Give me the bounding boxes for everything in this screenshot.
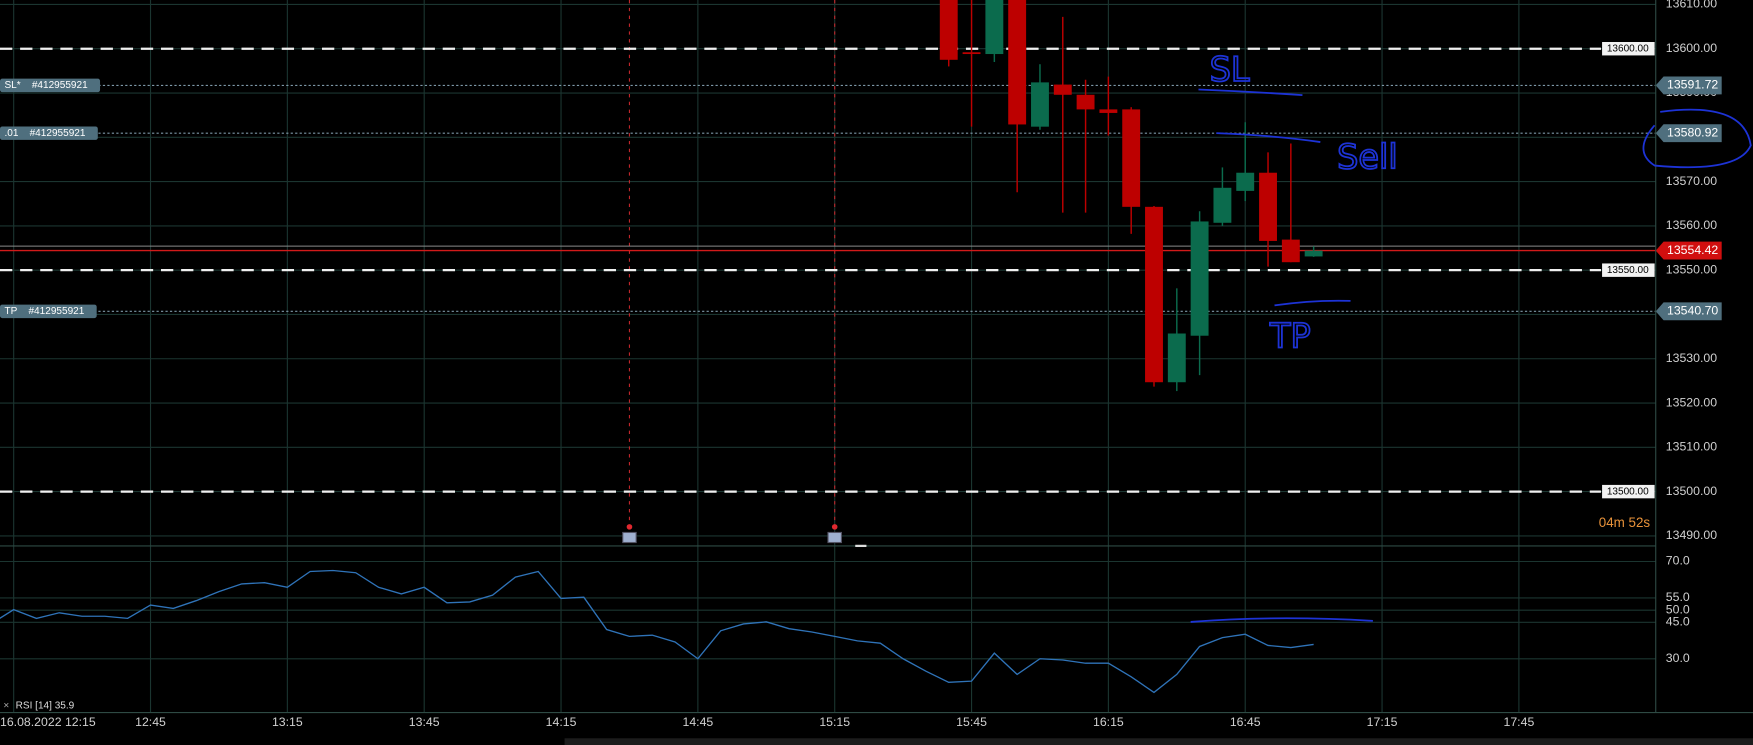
y-tick-label: 13610.00 — [1666, 0, 1717, 11]
x-tick-label: 13:45 — [409, 715, 440, 729]
x-tick-label: 17:45 — [1504, 715, 1535, 729]
level-tag-text: 13550.00 — [1607, 265, 1649, 276]
x-tick-label: 16:15 — [1093, 715, 1124, 729]
annotation-circle — [1642, 108, 1752, 169]
annotation-sell: Sell — [1337, 137, 1398, 176]
order-kind: SL* — [4, 80, 20, 91]
event-flag — [827, 531, 842, 544]
y-tick-label: 45.0 — [1666, 615, 1690, 629]
order-kind: TP — [4, 306, 17, 317]
annotation-stroke — [1216, 132, 1321, 143]
hand-annotations: SL Sell TP — [1190, 49, 1752, 623]
x-tick-label: 15:15 — [819, 715, 850, 729]
annotation-sl: SL — [1210, 50, 1250, 89]
annotation-stroke — [1274, 299, 1351, 307]
y-tick-label: 13530.00 — [1666, 351, 1717, 365]
rsi-panel — [0, 569, 1314, 694]
price-tag-text: 13580.92 — [1667, 125, 1718, 139]
current-price-tag — [1655, 241, 1722, 260]
candle-body — [962, 52, 981, 55]
order-tag — [0, 126, 98, 140]
y-tick-label: 13490.00 — [1666, 528, 1717, 542]
event-dot — [831, 524, 838, 530]
candle-body — [1053, 84, 1072, 95]
candle-body — [1167, 333, 1186, 383]
candle-body — [939, 0, 958, 60]
candle-body — [1031, 82, 1049, 127]
level-tag — [1602, 263, 1655, 277]
price-tag — [1655, 76, 1722, 95]
level-tag — [1602, 484, 1655, 499]
current-price-text: 13554.42 — [1667, 243, 1718, 257]
x-tick-label: 14:15 — [546, 715, 577, 729]
level-tag-text: 13500.00 — [1607, 486, 1649, 497]
candle-body — [1122, 109, 1141, 207]
price-tag-text: 13540.70 — [1667, 304, 1718, 318]
annotation-stroke — [1198, 88, 1303, 96]
x-tick-label: 15:45 — [956, 715, 987, 729]
candle-body — [1076, 94, 1095, 110]
candle-body — [1190, 221, 1209, 336]
annotation-stroke — [1190, 617, 1373, 623]
price-panel — [0, 0, 1656, 493]
annotation-tp: TP — [1269, 316, 1311, 355]
y-tick-label: 13600.00 — [1666, 41, 1717, 55]
order-id: #412955921 — [28, 306, 84, 317]
y-tick-label: 13500.00 — [1666, 484, 1717, 498]
x-tick-label: 16:45 — [1230, 715, 1261, 729]
y-tick-label: 70.0 — [1666, 554, 1690, 568]
indicator-close: × — [3, 701, 9, 712]
scrollbar[interactable] — [564, 738, 1753, 745]
y-tick-label: 13570.00 — [1666, 174, 1717, 188]
price-tag — [1655, 302, 1722, 321]
candle-body — [1259, 172, 1277, 241]
order-id: #412955921 — [32, 80, 88, 91]
indicator-label: RSI [14] 35.9 — [16, 701, 75, 712]
price-tag — [1655, 124, 1722, 143]
x-tick-label: 17:15 — [1367, 715, 1398, 729]
scroll-handle[interactable] — [855, 544, 867, 548]
event-flag — [622, 531, 637, 544]
candle-body — [1145, 206, 1163, 383]
y-tick-label: 13510.00 — [1666, 440, 1717, 454]
candle-body — [1236, 172, 1255, 191]
candle-body — [1304, 250, 1323, 257]
candle-body — [1099, 109, 1118, 113]
y-tick-label: 50.0 — [1666, 602, 1690, 616]
y-tick-label: 13550.00 — [1666, 262, 1717, 276]
candle-body — [1008, 0, 1027, 125]
candle-body — [1213, 187, 1232, 223]
order-tag — [0, 78, 101, 93]
rsi-line — [0, 569, 1314, 694]
event-dot — [626, 524, 633, 530]
label-layer: 16.08.2022 12:15 12:45 13:15 13:45 14:15 14:4… — [0, 0, 1722, 729]
y-tick-label: 30.0 — [1666, 651, 1690, 665]
candle-timer: 04m 52s — [1599, 515, 1651, 530]
candle-body — [985, 0, 1004, 55]
y-tick-label: 55.0 — [1666, 590, 1690, 604]
level-tag-text: 13600.00 — [1607, 43, 1649, 54]
level-tag — [1602, 42, 1655, 56]
price-tag-text: 13591.72 — [1667, 78, 1718, 92]
order-id: #412955921 — [30, 128, 86, 139]
x-tick-label: 12:45 — [135, 715, 166, 729]
x-tick-label: 14:45 — [682, 715, 713, 729]
order-kind: .01 — [4, 128, 18, 139]
x-tick-label: 13:15 — [272, 715, 303, 729]
y-tick-label: 13560.00 — [1666, 218, 1717, 232]
order-tag — [0, 304, 97, 319]
candle-body — [1281, 239, 1300, 263]
y-tick-label: 13520.00 — [1666, 395, 1717, 409]
x-tick-label: 16.08.2022 12:15 — [0, 715, 96, 729]
